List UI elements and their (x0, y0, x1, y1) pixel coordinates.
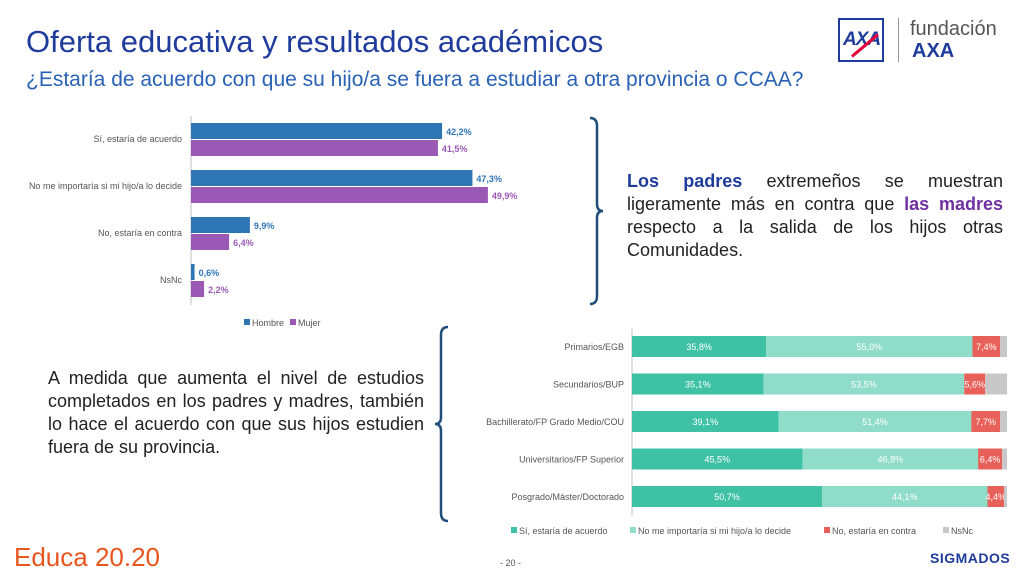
chart2-legend-swatch (630, 527, 636, 533)
education-stacked-chart: Primarios/EGB 35,8% 55,0% 7,4% Secundarios/B… (486, 329, 1007, 536)
note-education-level: A medida que aumenta el nivel de estudio… (48, 368, 424, 457)
chart2-segment (632, 373, 764, 395)
chart2-segment (1004, 486, 1007, 507)
chart2-segment (978, 448, 1003, 470)
chart2-value-label: 50,7% (714, 492, 740, 502)
chart2-segment (964, 373, 986, 395)
axa-logo-icon: AXA (838, 18, 884, 62)
chart2-legend-label: Sí, estaría de acuerdo (519, 526, 608, 536)
chart1-legend-label: Mujer (298, 318, 321, 328)
chart1-bar-hombre (191, 123, 443, 139)
chart1-legend-swatch (244, 319, 250, 325)
chart1-legend-label: Hombre (252, 318, 284, 328)
chart1-value-label: 9,9% (254, 221, 275, 231)
chart2-legend-label: No me importaría si mi hijo/a lo decide (638, 526, 791, 536)
logo-separator (898, 18, 899, 62)
chart2-category-label: Secundarios/BUP (553, 380, 624, 390)
note-text-1: extremeños se muestran ligeramente más e… (627, 171, 1003, 214)
chart2-segment (632, 336, 767, 357)
chart2-segment (778, 411, 972, 432)
chart1-value-label: 47,3% (476, 174, 502, 184)
chart1-category-label: Sí, estaría de acuerdo (93, 134, 182, 144)
logo-fundacion-text: fundación (910, 18, 997, 40)
chart2-segment (971, 411, 1001, 432)
chart2-value-label: 53,5% (851, 380, 877, 390)
chart1-value-label: 41,5% (442, 144, 468, 154)
note-text-2: respecto a la salida de los hijos otras … (627, 217, 1003, 260)
chart1-value-label: 2,2% (208, 285, 229, 295)
note-highlight-padres: Los padres (627, 171, 743, 191)
chart1-value-label: 49,9% (492, 191, 518, 201)
chart2-category-label: Primarios/EGB (564, 342, 624, 352)
chart1-category-label: No, estaría en contra (98, 228, 182, 238)
page-number: - 20 - (500, 558, 522, 568)
chart2-segment (802, 448, 979, 470)
chart2-segment (766, 336, 973, 357)
chart2-segment (1000, 411, 1007, 432)
chart2-value-label: 45,5% (705, 455, 731, 465)
bracket-left-2 (434, 325, 449, 523)
chart1-bar-mujer (191, 187, 488, 203)
chart2-segment (1000, 336, 1007, 357)
logo-axa-text: AXA (912, 40, 955, 62)
chart2-category-label: Posgrado/Máster/Doctorado (511, 492, 624, 502)
chart1-bar-mujer (191, 234, 230, 250)
chart2-value-label: 51,4% (862, 417, 888, 427)
chart2-segment (822, 486, 988, 507)
chart2-segment (632, 486, 823, 507)
fundacion-axa-logo: AXA fundación AXA (838, 16, 1018, 64)
page-subtitle: ¿Estaría de acuerdo con que su hijo/a se… (26, 68, 804, 91)
chart1-bar-mujer (191, 140, 438, 156)
chart1-bar-hombre (191, 170, 473, 186)
chart2-legend-swatch (943, 527, 949, 533)
chart2-segment (972, 336, 1001, 357)
chart1-bar-mujer (191, 281, 205, 297)
chart2-segment (985, 373, 1007, 395)
chart2-category-label: Universitarios/FP Superior (519, 455, 624, 465)
chart2-segment (763, 373, 965, 395)
chart1-value-label: 42,2% (446, 127, 472, 137)
chart2-legend-swatch (824, 527, 830, 533)
chart2-legend-label: NsNc (951, 526, 973, 536)
chart2-value-label: 39,1% (693, 417, 719, 427)
chart2-legend-label: No, estaría en contra (832, 526, 916, 536)
page-title: Oferta educativa y resultados académicos (26, 24, 604, 59)
sigmados-logo: SIGMADOS (930, 550, 1011, 566)
chart2-value-label: 55,0% (857, 342, 883, 352)
chart2-segment (632, 448, 803, 470)
chart2-segment (987, 486, 1004, 507)
chart1-value-label: 6,4% (233, 238, 254, 248)
gender-bar-chart: Sí, estaría de acuerdo 42,2% 41,5% No me im… (29, 116, 518, 328)
chart2-category-label: Bachillerato/FP Grado Medio/COU (486, 417, 624, 427)
chart2-value-label: 35,8% (686, 342, 712, 352)
chart1-bar-hombre (191, 217, 250, 233)
chart1-category-label: NsNc (160, 275, 182, 285)
chart2-value-label: 46,8% (878, 455, 904, 465)
chart1-value-label: 0,6% (199, 268, 220, 278)
chart2-legend-swatch (511, 527, 517, 533)
chart2-value-label: 35,1% (685, 380, 711, 390)
note-parents-comparison: Los padres extremeños se muestran ligera… (627, 170, 1003, 262)
chart1-legend-swatch (290, 319, 296, 325)
chart2-value-label: 7,7% (976, 417, 997, 427)
chart2-value-label: 44,1% (892, 492, 918, 502)
chart2-value-label: 5,6% (964, 380, 985, 390)
chart2-segment (632, 411, 779, 432)
educa-2020-logo: Educa 20.20 (14, 542, 161, 572)
chart2-value-label: 4,4% (985, 492, 1006, 502)
chart2-value-label: 6,4% (980, 455, 1001, 465)
chart2-value-label: 7,4% (976, 342, 997, 352)
chart1-bar-hombre (191, 264, 195, 280)
chart2-segment (1002, 448, 1007, 470)
chart1-category-label: No me importaría si mi hijo/a lo decide (29, 181, 182, 191)
note-highlight-madres: las madres (904, 194, 1003, 214)
bracket-right-1 (589, 116, 604, 306)
